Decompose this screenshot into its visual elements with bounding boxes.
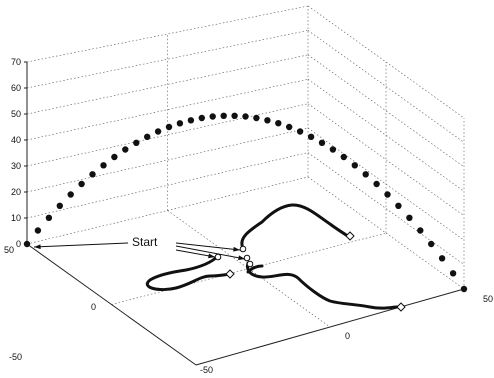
start-arrow — [175, 249, 216, 258]
z-tick-label: 20 — [11, 187, 21, 197]
arc-point — [89, 171, 96, 178]
arc-point — [67, 191, 74, 198]
back-right-top-edge — [307, 5, 465, 119]
trajectory-2 — [246, 261, 403, 310]
y-axis-line — [26, 243, 197, 366]
arc-points — [23, 112, 468, 293]
arc-point — [362, 171, 369, 178]
x-axis-line — [195, 288, 465, 366]
trajectory-start-marker — [239, 245, 247, 253]
x-tick-label: 0 — [345, 331, 350, 341]
y-tick-label: 0 — [91, 302, 96, 312]
trajectory-start-marker — [214, 253, 222, 261]
trajectory-end-marker — [225, 269, 235, 279]
arc-point — [428, 240, 435, 248]
arc-point — [460, 285, 468, 293]
z-grid-right-60 — [307, 30, 465, 143]
start-arrow — [33, 242, 129, 248]
arc-point — [395, 202, 402, 209]
arc-point — [242, 113, 249, 120]
arc-point — [340, 153, 347, 161]
arc-point — [275, 120, 282, 127]
z-grid-right-40 — [307, 79, 465, 192]
start-annotation: Start — [132, 235, 158, 249]
start-arrow — [175, 242, 241, 251]
arc-point — [122, 146, 129, 153]
arc-point — [231, 112, 238, 120]
arc-point — [34, 227, 42, 234]
z-tick-label: 0 — [16, 239, 21, 249]
start-arrowhead — [208, 253, 215, 259]
y-tick-label: -50 — [9, 352, 22, 362]
z-tick-label: 50 — [11, 109, 21, 119]
z-grid-right-20 — [307, 127, 465, 241]
start-arrowhead — [233, 246, 240, 252]
x-tick-label: 50 — [483, 294, 493, 304]
x-tick-label: -50 — [200, 365, 213, 375]
arc-point — [253, 114, 260, 122]
arc-point — [449, 270, 457, 277]
arc-point — [307, 133, 315, 140]
arc-point — [100, 162, 107, 169]
arc-point — [154, 128, 162, 135]
arc-point — [438, 255, 446, 262]
arc-point — [165, 123, 173, 131]
z-grid-right-10 — [307, 152, 465, 265]
arc-point — [318, 139, 326, 146]
arc-point — [329, 146, 337, 153]
arc-point — [296, 128, 304, 135]
z-tick-label: 60 — [11, 83, 21, 93]
z-tick-label: 10 — [11, 213, 21, 223]
grid-lines — [26, 5, 465, 328]
arc-point — [209, 113, 216, 120]
z-tick-label: 70 — [11, 57, 21, 67]
arc-point — [133, 139, 140, 146]
arc-point — [23, 240, 31, 248]
trajectory-start-marker — [246, 260, 254, 268]
floor-back-right — [307, 176, 465, 290]
arc-point — [78, 180, 85, 188]
arc-point — [417, 227, 424, 234]
y-tick-label: 50 — [4, 245, 14, 255]
arc-point — [56, 202, 63, 209]
arc-point — [176, 120, 184, 127]
ground-trajectories — [146, 203, 406, 312]
start-arrow — [175, 245, 246, 260]
z-tick-label: 40 — [11, 135, 21, 145]
trajectory-end-marker — [396, 302, 406, 312]
trajectory-start-marker — [243, 254, 251, 262]
z-grid-right-50 — [307, 54, 465, 168]
z-grid-right-30 — [307, 103, 465, 216]
arc-point — [384, 191, 391, 198]
arc-point — [198, 114, 205, 122]
arc-point — [45, 214, 53, 221]
start-arrowhead — [34, 244, 41, 250]
z-grid-left-20 — [26, 127, 309, 193]
arc-point — [220, 112, 227, 120]
z-tick-label: 30 — [11, 161, 21, 171]
trajectory-4 — [246, 264, 264, 274]
start-arrows — [33, 242, 246, 261]
arc-point — [144, 133, 151, 140]
arc-point — [286, 123, 293, 131]
arc-point — [406, 214, 413, 221]
arc-point — [187, 117, 195, 124]
axes-box — [24, 61, 465, 366]
trajectory-end-marker — [345, 231, 355, 241]
trajectory-3 — [146, 254, 232, 292]
start-arrowhead — [238, 255, 245, 261]
arc-point — [373, 180, 380, 188]
arc-point — [351, 162, 358, 169]
arc-point — [264, 117, 271, 124]
trajectory-1 — [240, 203, 351, 250]
arc-point — [111, 153, 118, 161]
